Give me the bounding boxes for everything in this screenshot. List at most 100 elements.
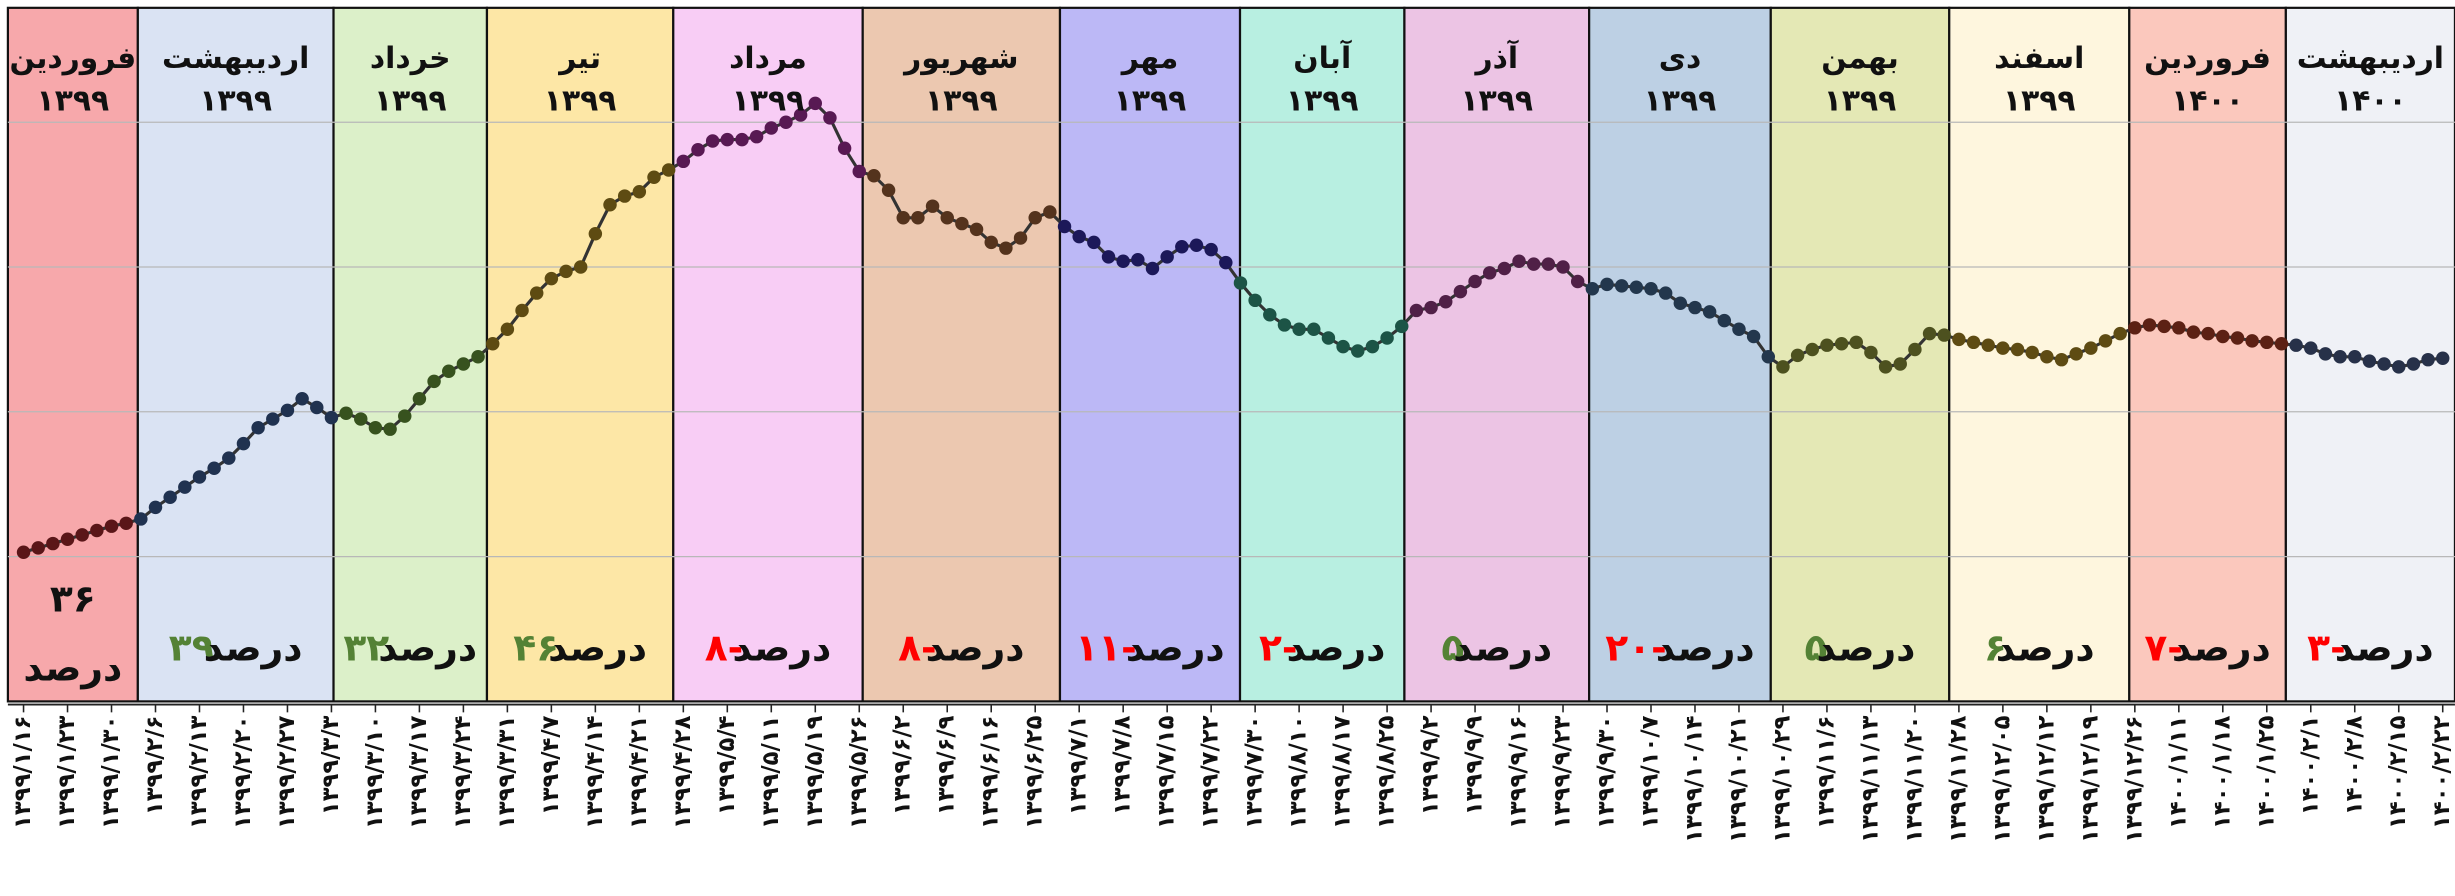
data-point xyxy=(266,412,280,426)
data-point xyxy=(1673,296,1688,310)
x-tick-label: ۱۳۹۹/۱/۱۶ xyxy=(10,715,36,829)
change-label: درصد-۸ xyxy=(898,625,1024,669)
month-year: ۱۳۹۹ xyxy=(2003,83,2076,118)
month-band xyxy=(332,6,489,703)
data-point xyxy=(60,532,75,546)
data-point xyxy=(2435,351,2450,365)
data-point xyxy=(661,163,676,177)
month-year: ۱۴۰۰ xyxy=(2334,83,2407,118)
change-label: درصد۳۹ xyxy=(169,625,303,669)
month-name: فروردین xyxy=(9,41,136,76)
month-name: اسفند xyxy=(1994,41,2084,76)
x-tick-label: ۱۳۹۹/۶/۹ xyxy=(934,715,960,815)
change-unit: درصد xyxy=(1996,625,2095,669)
x-tick-label: ۱۳۹۹/۲/۲۷ xyxy=(274,715,300,829)
x-tick-label: ۱۴۰۰/۱/۱۱ xyxy=(2165,715,2191,829)
month-year: ۱۴۰۰ xyxy=(2171,83,2244,118)
x-tick-label: ۱۳۹۹/۷/۱۵ xyxy=(1154,715,1180,829)
data-point xyxy=(192,470,207,484)
data-point xyxy=(2098,334,2113,348)
data-point xyxy=(1365,339,1380,354)
data-point xyxy=(2348,350,2362,364)
data-point xyxy=(2318,347,2333,361)
month-band xyxy=(1238,6,1406,703)
data-point xyxy=(647,170,661,184)
x-tick-label: ۱۳۹۹/۱۰/۲۱ xyxy=(1725,715,1751,842)
change-unit: درصد xyxy=(204,625,303,669)
data-point xyxy=(1336,339,1350,354)
change-value: -۳ xyxy=(2307,625,2346,669)
data-point xyxy=(1761,350,1776,364)
data-point xyxy=(1087,235,1101,250)
data-point xyxy=(1380,331,1394,345)
data-point xyxy=(207,461,221,476)
data-point xyxy=(1219,255,1233,270)
change-value: -۸ xyxy=(898,625,937,669)
change-label: درصد۵ xyxy=(1805,625,1916,669)
x-tick-label: ۱۳۹۹/۸/۱۷ xyxy=(1330,715,1356,829)
data-point xyxy=(1644,281,1658,296)
month-band xyxy=(1588,6,1772,703)
x-tick-label: ۱۳۹۹/۹/۹ xyxy=(1462,715,1488,815)
data-point xyxy=(940,211,954,225)
change-unit: درصد xyxy=(2335,625,2434,669)
x-tick-label: ۱۳۹۹/۷/۸ xyxy=(1110,715,1136,815)
data-point xyxy=(1307,322,1321,337)
data-point xyxy=(1043,205,1057,219)
month-year: ۱۳۹۹ xyxy=(1460,83,1533,118)
data-point xyxy=(1952,332,1966,347)
data-point xyxy=(310,400,324,415)
change-value: ۳۹ xyxy=(169,625,215,669)
change-unit: درصد xyxy=(378,625,477,669)
change-value: -۱۱ xyxy=(1075,625,1136,669)
change-unit: درصد xyxy=(1126,625,1225,669)
data-point xyxy=(2392,360,2406,374)
data-point xyxy=(984,235,998,250)
data-point xyxy=(911,211,925,225)
x-tick-label: ۱۳۹۹/۳/۱۷ xyxy=(406,715,432,829)
data-point xyxy=(1116,254,1130,268)
data-point xyxy=(2084,341,2098,355)
data-point xyxy=(691,142,705,157)
data-point xyxy=(1776,360,1790,374)
data-point xyxy=(925,199,940,213)
data-point xyxy=(1820,338,1834,352)
x-tick-label: ۱۳۹۹/۸/۱۰ xyxy=(1286,715,1312,829)
data-point xyxy=(955,216,969,231)
data-point xyxy=(280,403,295,418)
x-tick-label: ۱۳۹۹/۳/۳ xyxy=(318,715,344,815)
data-point xyxy=(617,189,632,203)
data-point xyxy=(442,364,456,378)
x-tick-label: ۱۳۹۹/۱۲/۲۶ xyxy=(2121,715,2147,842)
data-point xyxy=(2362,354,2377,368)
data-point xyxy=(867,169,881,183)
data-point xyxy=(1878,360,1893,374)
data-point xyxy=(178,480,192,494)
data-point xyxy=(148,500,163,515)
month-band xyxy=(861,6,1062,703)
data-point xyxy=(119,516,133,531)
data-point xyxy=(1482,266,1497,280)
x-tick-label: ۱۳۹۹/۴/۲۱ xyxy=(626,715,652,829)
data-point xyxy=(2010,342,2025,357)
data-point xyxy=(1614,279,1629,293)
month-name: بهمن xyxy=(1821,41,1899,76)
data-point xyxy=(588,226,603,241)
data-point xyxy=(500,322,515,337)
data-point xyxy=(1395,319,1409,334)
data-point xyxy=(1805,342,1820,357)
data-point xyxy=(2406,357,2421,371)
data-point xyxy=(1732,322,1746,337)
data-point xyxy=(632,184,647,199)
data-point xyxy=(456,357,471,371)
change-value: ۳۶ xyxy=(50,577,96,621)
x-tick-label: ۱۳۹۹/۷/۲۲ xyxy=(1198,715,1224,829)
data-point xyxy=(2377,357,2391,371)
change-label: درصد-۳ xyxy=(2307,625,2433,669)
data-point xyxy=(2142,318,2157,332)
data-point xyxy=(1688,300,1702,315)
data-point xyxy=(163,490,177,504)
data-point xyxy=(1702,305,1717,319)
